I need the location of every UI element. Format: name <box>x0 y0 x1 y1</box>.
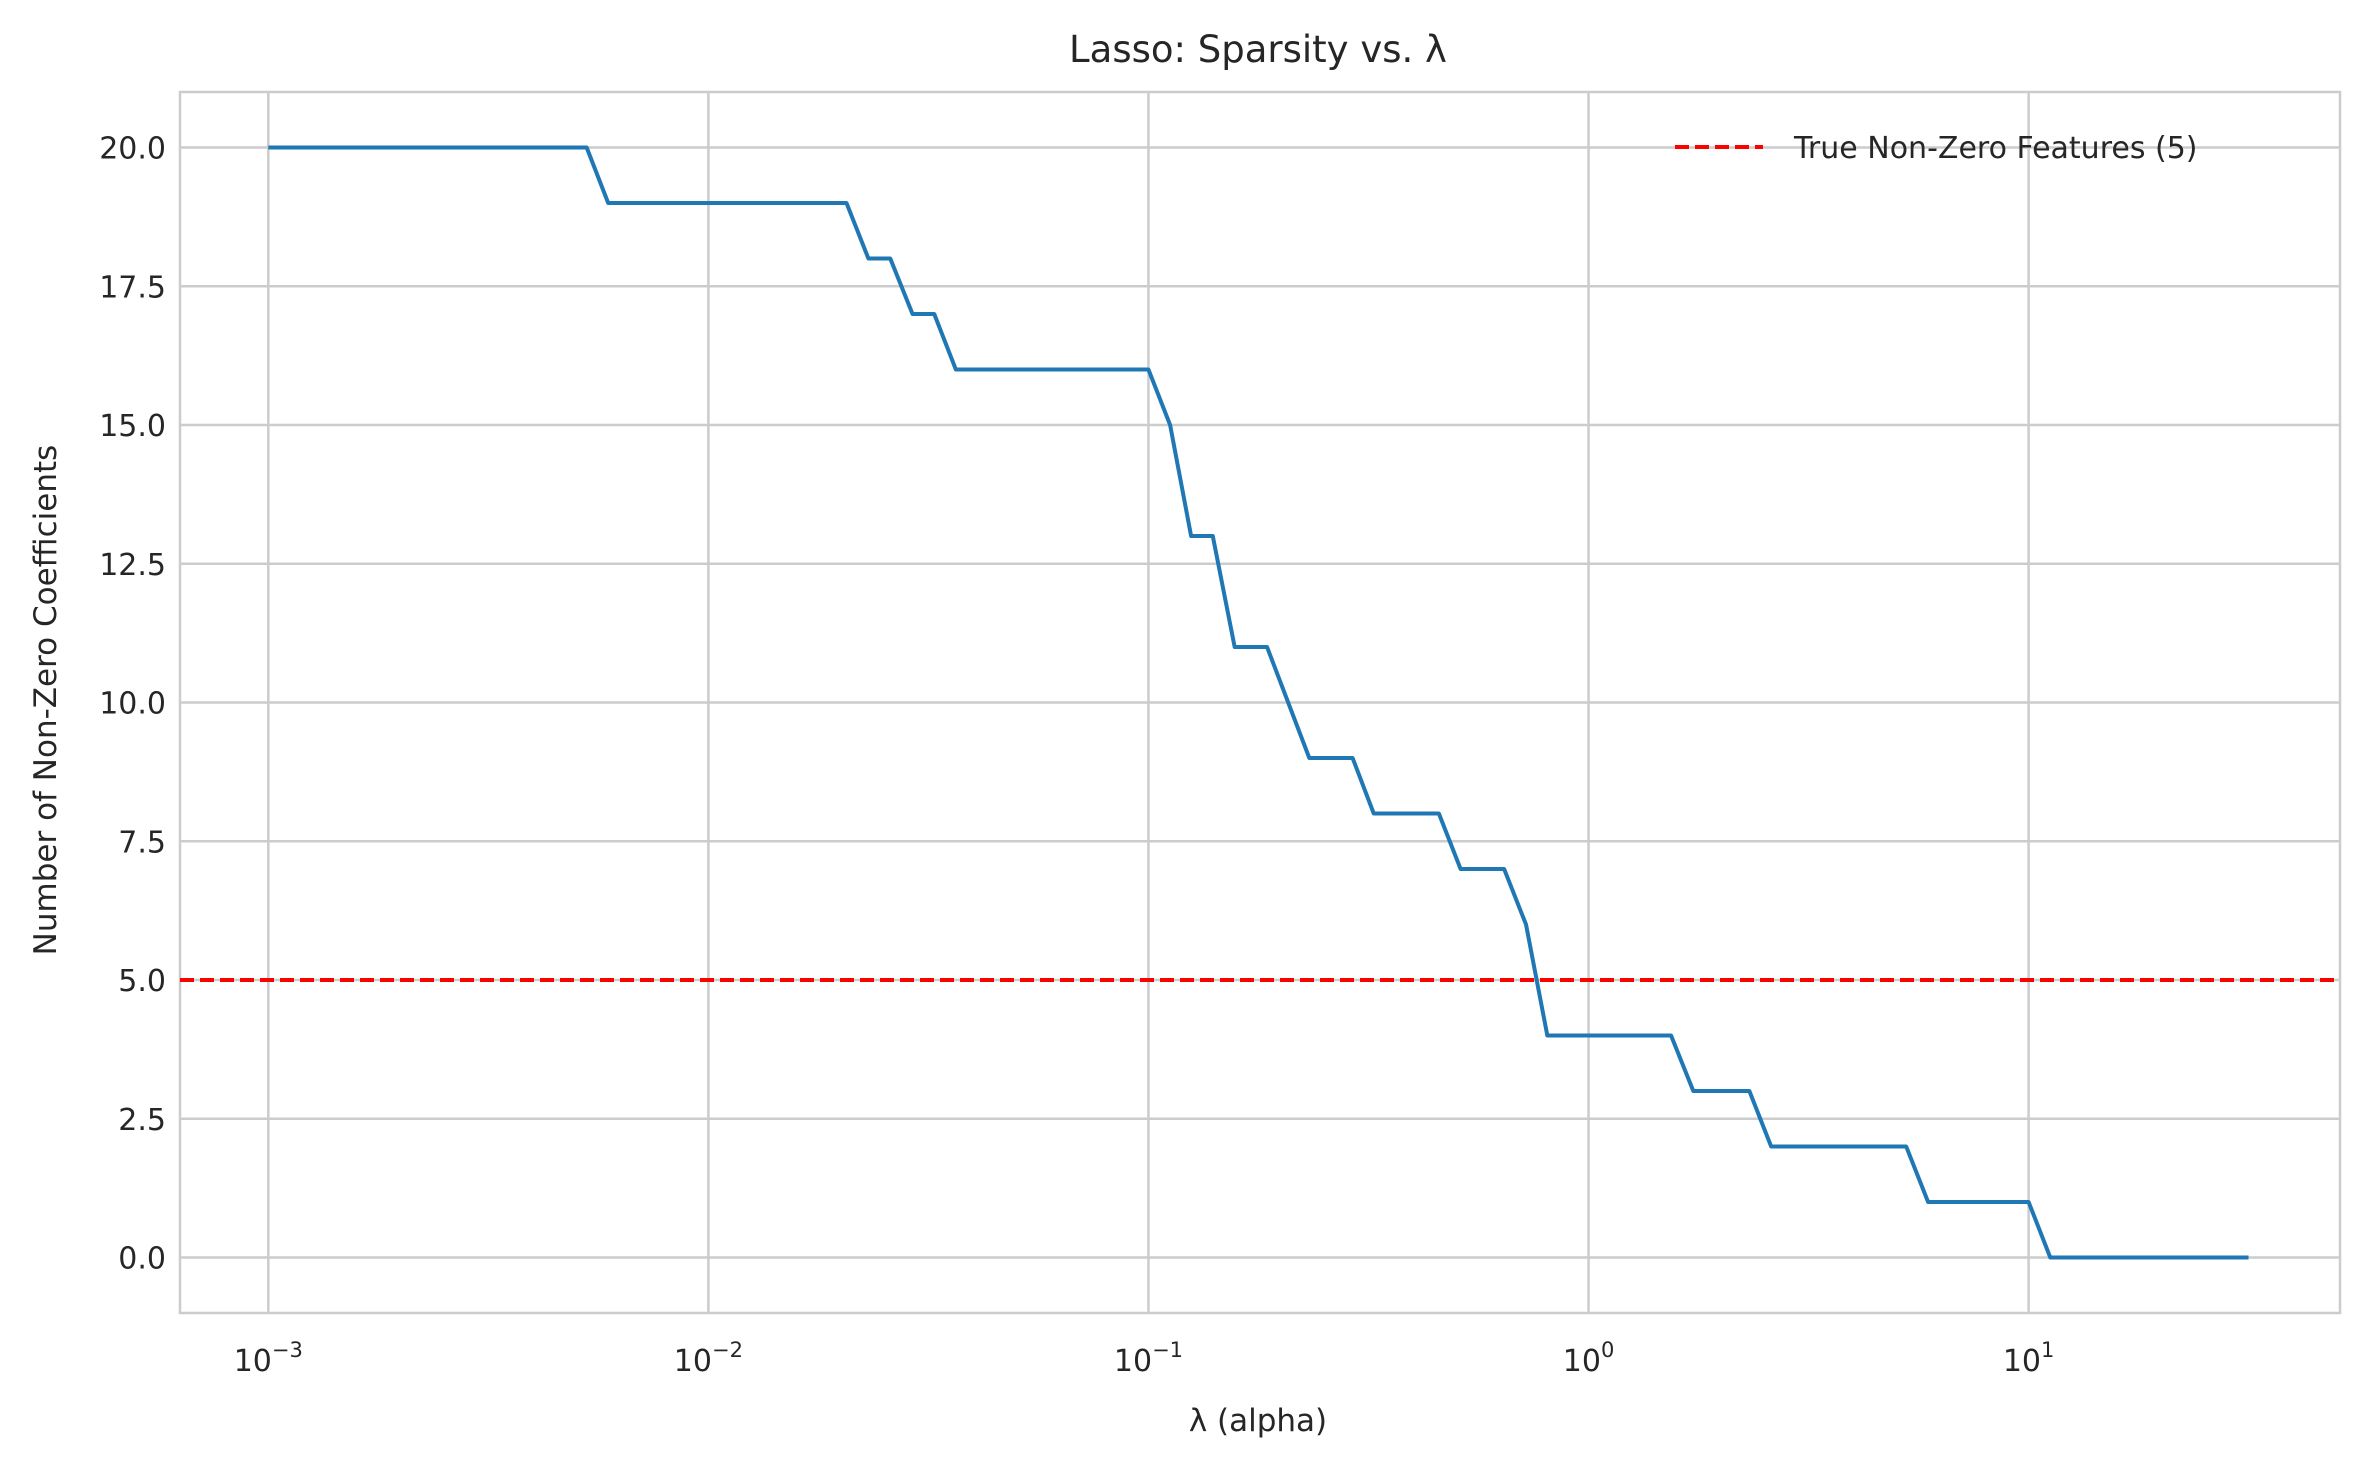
y-tick-label: 0.0 <box>118 1242 166 1277</box>
series-line <box>268 145 2249 1260</box>
y-tick-label: 20.0 <box>99 132 166 167</box>
y-tick-label: 10.0 <box>99 687 166 722</box>
y-tick-label: 7.5 <box>118 825 166 860</box>
y-axis-label: Number of Non-Zero Coefficients <box>28 445 64 956</box>
x-tick-label: 10−1 <box>1114 1338 1183 1379</box>
y-tick-labels: 0.0 2.5 5.0 7.5 10.0 12.5 15.0 17.5 20.0 <box>99 132 166 1277</box>
x-tick-label: 10−3 <box>234 1338 303 1379</box>
y-tick-label: 15.0 <box>99 409 166 444</box>
x-tick-label: 101 <box>2003 1338 2055 1379</box>
grid <box>180 92 2340 1313</box>
y-tick-label: 5.0 <box>118 964 166 999</box>
y-tick-label: 17.5 <box>99 270 166 305</box>
legend-label-reference: True Non-Zero Features (5) <box>1793 131 2198 166</box>
y-tick-label: 12.5 <box>99 548 166 583</box>
plot-frame <box>178 90 2342 1315</box>
x-tick-label: 100 <box>1563 1338 1615 1379</box>
legend: True Non-Zero Features (5) <box>1675 131 2198 166</box>
x-axis-label: λ (alpha) <box>1189 1403 1327 1439</box>
x-tick-labels: 10−3 10−2 10−1 100 101 <box>234 1338 2055 1379</box>
y-tick-label: 2.5 <box>118 1103 166 1138</box>
x-tick-label: 10−2 <box>674 1338 743 1379</box>
chart-title: Lasso: Sparsity vs. λ <box>1069 28 1447 71</box>
